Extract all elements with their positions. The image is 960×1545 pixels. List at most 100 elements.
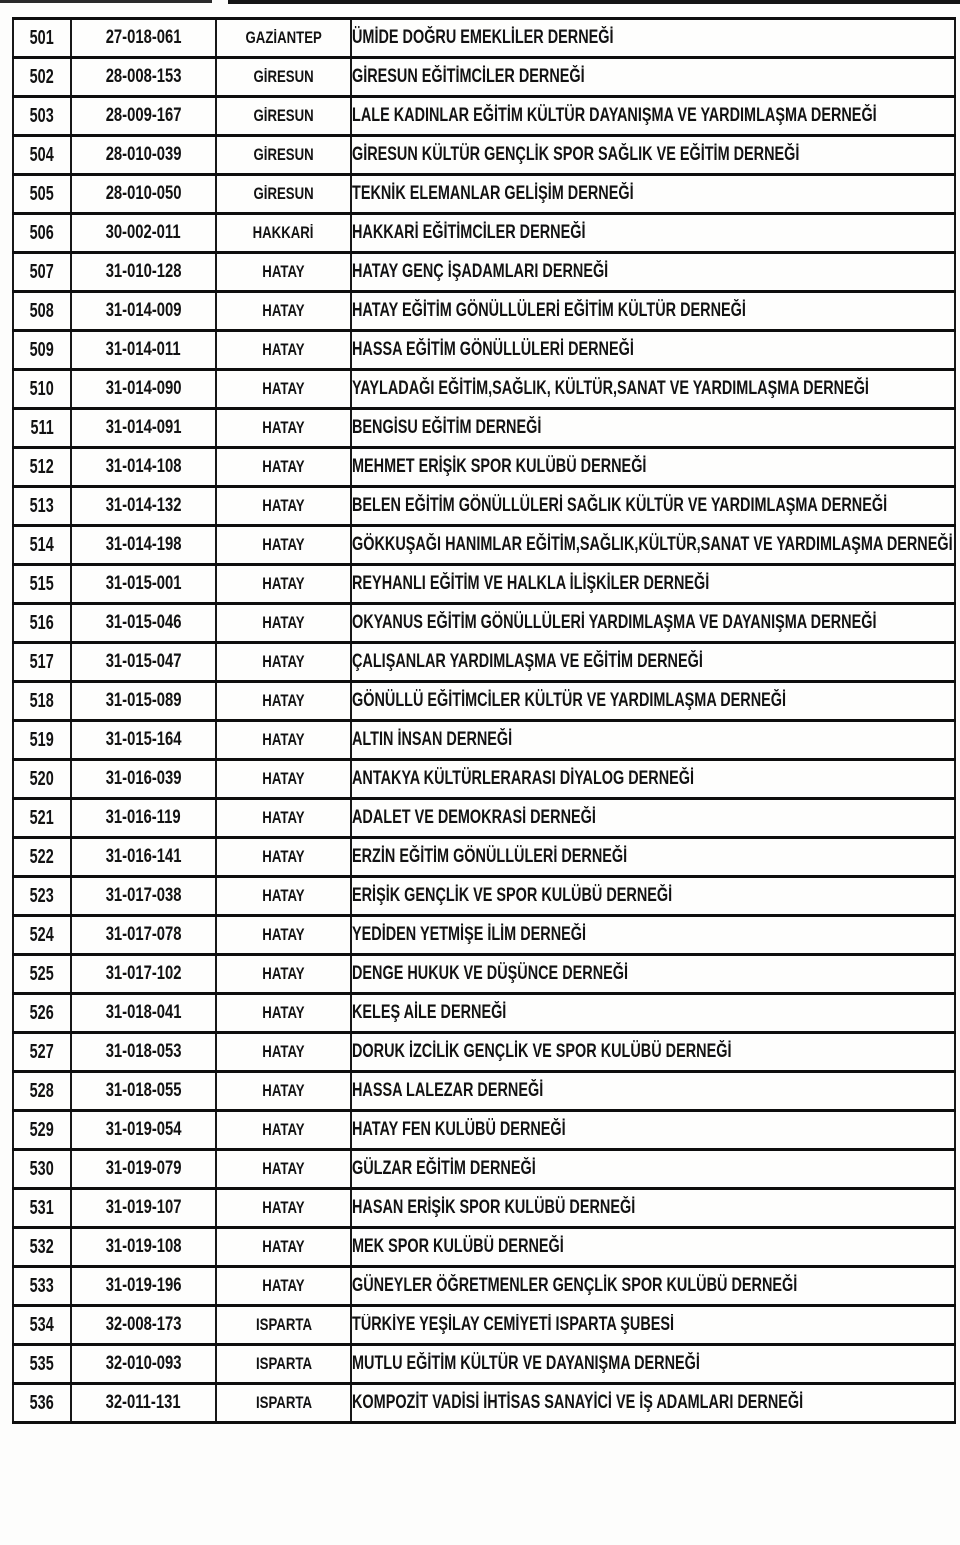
table-row: 504 28-010-039 GİRESUN GİRESUN KÜLTÜR GE… — [12, 134, 956, 176]
province: ISPARTA — [255, 1354, 312, 1373]
association-name: ERİŞİK GENÇLİK VE SPOR KULÜBÜ DERNEĞİ — [352, 885, 673, 906]
cell-association-name: DORUK İZCİLİK GENÇLİK VE SPOR KULÜBÜ DER… — [350, 1031, 956, 1073]
cell-row-number: 522 — [12, 836, 72, 878]
registry-code: 28-008-153 — [105, 66, 182, 87]
registry-code: 30-002-011 — [105, 222, 182, 243]
cell-province: HATAY — [215, 1109, 352, 1151]
cell-registry-code: 31-015-046 — [70, 602, 217, 644]
associations-table: 501 27-018-061 GAZİANTEP ÜMİDE DOĞRU EME… — [12, 17, 956, 1424]
cell-association-name: ERİŞİK GENÇLİK VE SPOR KULÜBÜ DERNEĞİ — [350, 875, 956, 917]
table-row: 520 31-016-039 HATAY ANTAKYA KÜLTÜRLERAR… — [12, 758, 956, 800]
cell-row-number: 517 — [12, 641, 72, 683]
table-row: 509 31-014-011 HATAY HASSA EĞİTİM GÖNÜLL… — [12, 329, 956, 371]
cell-province: HATAY — [215, 1148, 352, 1190]
cell-row-number: 504 — [12, 134, 72, 176]
table-row: 526 31-018-041 HATAY KELEŞ AİLE DERNEĞİ — [12, 992, 956, 1034]
row-number: 502 — [29, 65, 55, 88]
registry-code: 28-010-050 — [105, 183, 182, 204]
cell-association-name: REYHANLI EĞİTİM VE HALKLA İLİŞKİLER DERN… — [350, 563, 956, 605]
registry-code: 32-008-173 — [105, 1314, 182, 1335]
registry-code: 28-010-039 — [105, 144, 182, 165]
cell-row-number: 509 — [12, 329, 72, 371]
table-row: 533 31-019-196 HATAY GÜNEYLER ÖĞRETMENLE… — [12, 1265, 956, 1307]
registry-code: 31-019-196 — [105, 1275, 182, 1296]
table-body: 501 27-018-061 GAZİANTEP ÜMİDE DOĞRU EME… — [12, 17, 956, 1424]
association-name: MUTLU EĞİTİM KÜLTÜR VE DAYANIŞMA DERNEĞİ — [352, 1353, 700, 1374]
cell-registry-code: 31-016-141 — [70, 836, 217, 878]
row-number: 524 — [29, 923, 55, 946]
cell-province: HATAY — [215, 758, 352, 800]
cell-registry-code: 28-010-050 — [70, 173, 217, 215]
registry-code: 31-014-198 — [105, 534, 182, 555]
cell-registry-code: 31-014-108 — [70, 446, 217, 488]
table-row: 506 30-002-011 HAKKARİ HAKKARİ EĞİTİMCİL… — [12, 212, 956, 254]
table-row: 514 31-014-198 HATAY GÖKKUŞAĞI HANIMLAR … — [12, 524, 956, 566]
cell-row-number: 533 — [12, 1265, 72, 1307]
cell-association-name: TÜRKİYE YEŞİLAY CEMİYETİ ISPARTA ŞUBESİ — [350, 1304, 956, 1346]
cell-province: HATAY — [215, 563, 352, 605]
association-name: HATAY FEN KULÜBÜ DERNEĞİ — [352, 1119, 566, 1140]
cell-province: HATAY — [215, 1031, 352, 1073]
table-row: 534 32-008-173 ISPARTA TÜRKİYE YEŞİLAY C… — [12, 1304, 956, 1346]
association-name: REYHANLI EĞİTİM VE HALKLA İLİŞKİLER DERN… — [352, 573, 710, 594]
registry-code: 31-019-108 — [105, 1236, 182, 1257]
cell-association-name: ÜMİDE DOĞRU EMEKLİLER DERNEĞİ — [350, 17, 956, 59]
scan-artifact-line — [0, 0, 212, 3]
registry-code: 31-014-091 — [105, 417, 182, 438]
cell-registry-code: 30-002-011 — [70, 212, 217, 254]
province: HATAY — [262, 1198, 305, 1217]
cell-registry-code: 31-017-078 — [70, 914, 217, 956]
cell-registry-code: 31-019-054 — [70, 1109, 217, 1151]
cell-row-number: 535 — [12, 1343, 72, 1385]
province: ISPARTA — [255, 1393, 312, 1412]
row-number: 503 — [29, 104, 55, 127]
cell-association-name: HATAY EĞİTİM GÖNÜLLÜLERİ EĞİTİM KÜLTÜR D… — [350, 290, 956, 332]
cell-association-name: HAKKARİ EĞİTİMCİLER DERNEĞİ — [350, 212, 956, 254]
cell-association-name: HASSA LALEZAR DERNEĞİ — [350, 1070, 956, 1112]
row-number: 504 — [29, 143, 55, 166]
cell-association-name: KELEŞ AİLE DERNEĞİ — [350, 992, 956, 1034]
cell-association-name: BELEN EĞİTİM GÖNÜLLÜLERİ SAĞLIK KÜLTÜR V… — [350, 485, 956, 527]
cell-province: HATAY — [215, 680, 352, 722]
cell-row-number: 534 — [12, 1304, 72, 1346]
cell-association-name: GİRESUN KÜLTÜR GENÇLİK SPOR SAĞLIK VE EĞ… — [350, 134, 956, 176]
row-number: 534 — [29, 1313, 55, 1336]
association-name: HATAY GENÇ İŞADAMLARI DERNEĞİ — [352, 261, 609, 282]
table-row: 517 31-015-047 HATAY ÇALIŞANLAR YARDIMLA… — [12, 641, 956, 683]
province: HATAY — [262, 847, 305, 866]
association-name: GÖNÜLLÜ EĞİTİMCİLER KÜLTÜR VE YARDIMLAŞM… — [352, 690, 787, 711]
registry-code: 27-018-061 — [105, 27, 182, 48]
table-row: 523 31-017-038 HATAY ERİŞİK GENÇLİK VE S… — [12, 875, 956, 917]
association-name: YEDİDEN YETMİŞE İLİM DERNEĞİ — [352, 924, 587, 945]
province: HATAY — [262, 496, 305, 515]
registry-code: 31-017-038 — [105, 885, 182, 906]
row-number: 519 — [29, 728, 55, 751]
association-name: LALE KADINLAR EĞİTİM KÜLTÜR DAYANIŞMA VE… — [352, 105, 877, 126]
cell-association-name: OKYANUS EĞİTİM GÖNÜLLÜLERİ YARDIMLAŞMA V… — [350, 602, 956, 644]
registry-code: 31-016-141 — [105, 846, 182, 867]
table-row: 531 31-019-107 HATAY HASAN ERİŞİK SPOR K… — [12, 1187, 956, 1229]
cell-row-number: 527 — [12, 1031, 72, 1073]
table-row: 507 31-010-128 HATAY HATAY GENÇ İŞADAMLA… — [12, 251, 956, 293]
association-name: MEHMET ERİŞİK SPOR KULÜBÜ DERNEĞİ — [352, 456, 647, 477]
cell-registry-code: 31-014-091 — [70, 407, 217, 449]
cell-registry-code: 31-014-090 — [70, 368, 217, 410]
cell-row-number: 530 — [12, 1148, 72, 1190]
registry-code: 31-014-011 — [105, 339, 182, 360]
row-number: 512 — [29, 455, 55, 478]
cell-province: HATAY — [215, 1070, 352, 1112]
cell-province: HATAY — [215, 992, 352, 1034]
association-name: DORUK İZCİLİK GENÇLİK VE SPOR KULÜBÜ DER… — [352, 1041, 732, 1062]
province: HATAY — [262, 925, 305, 944]
cell-registry-code: 31-015-047 — [70, 641, 217, 683]
registry-code: 31-016-119 — [105, 807, 182, 828]
association-name: TEKNİK ELEMANLAR GELİŞİM DERNEĞİ — [352, 183, 634, 204]
cell-registry-code: 31-019-196 — [70, 1265, 217, 1307]
association-name: DENGE HUKUK VE DÜŞÜNCE DERNEĞİ — [352, 963, 628, 984]
registry-code: 31-019-107 — [105, 1197, 182, 1218]
table-row: 528 31-018-055 HATAY HASSA LALEZAR DERNE… — [12, 1070, 956, 1112]
table-row: 535 32-010-093 ISPARTA MUTLU EĞİTİM KÜLT… — [12, 1343, 956, 1385]
association-name: GÖKKUŞAĞI HANIMLAR EĞİTİM,SAĞLIK,KÜLTÜR,… — [352, 534, 953, 555]
cell-registry-code: 32-010-093 — [70, 1343, 217, 1385]
registry-code: 31-018-053 — [105, 1041, 182, 1062]
